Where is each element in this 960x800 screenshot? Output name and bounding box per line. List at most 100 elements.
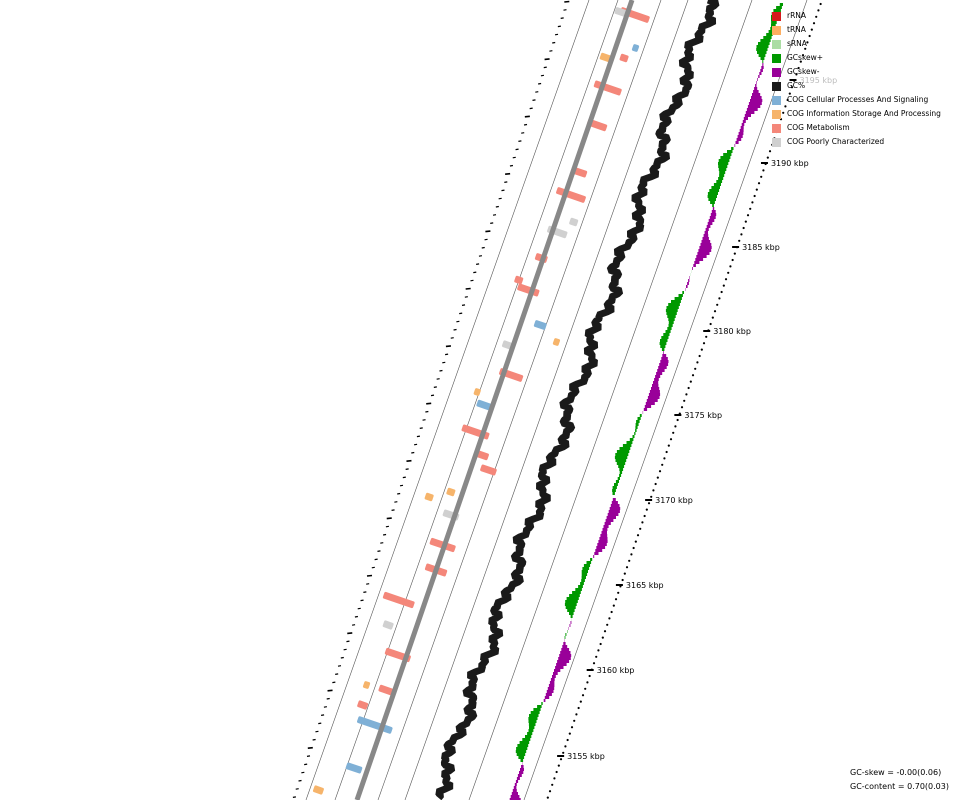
gc-skew-plus-bar — [766, 33, 773, 36]
outer-ruler-dot — [639, 527, 642, 530]
gc-skew-plus-bar — [636, 420, 640, 423]
gc-skew-plus-bar — [612, 489, 616, 492]
legend-label: COG Cellular Processes And Signaling — [787, 95, 929, 104]
outer-ruler-dot — [724, 278, 728, 281]
gc-skew-minus-bar — [609, 507, 621, 510]
gc-skew-plus-bar — [666, 306, 679, 309]
minor-tick — [386, 517, 392, 520]
legend-swatch-icon — [772, 81, 781, 91]
minor-tick — [385, 525, 390, 528]
outer-ruler-dot — [577, 706, 580, 710]
gc-skew-minus-bar — [703, 234, 709, 237]
minor-tick — [563, 9, 567, 11]
outer-ruler-dot — [592, 662, 596, 665]
track-line — [305, 0, 590, 800]
gc-skew-plus-bar — [667, 315, 676, 318]
gc-skew-minus-bar — [553, 672, 558, 675]
track-lines — [305, 0, 808, 800]
gc-skew-plus-bar — [519, 741, 530, 744]
minor-tick — [564, 0, 570, 3]
cog-feature — [345, 762, 363, 774]
gc-skew-minus-bar — [511, 792, 518, 795]
minor-tick — [515, 148, 519, 151]
outer-ruler-dot — [716, 303, 719, 306]
gc-skew-minus-bar — [651, 387, 660, 390]
minor-tick — [535, 91, 539, 93]
outer-ruler-dot — [625, 566, 629, 569]
gc-skew-plus-bar — [629, 438, 634, 441]
outer-ruler-dot — [575, 713, 578, 716]
gc-skew-minus-bar — [752, 93, 761, 96]
minor-tick — [554, 33, 559, 36]
gc-skew-plus-bar — [525, 735, 532, 738]
minor-tick — [394, 501, 398, 503]
outer-ruler-dot — [599, 642, 602, 646]
outer-ruler-dot — [797, 66, 800, 70]
legend-label: sRNA — [787, 39, 807, 48]
cog-feature — [514, 275, 524, 285]
gc-skew-minus-bar — [606, 516, 616, 519]
minor-tick — [521, 132, 525, 134]
gc-skew-plus-bar — [581, 576, 586, 579]
gc-skew-plus-bar — [572, 591, 581, 594]
outer-ruler-dot — [713, 310, 717, 313]
gc-skew-minus-bar — [697, 252, 710, 255]
outer-ruler-dot — [612, 604, 615, 607]
minor-tick — [524, 115, 530, 118]
outer-ruler-dot — [551, 783, 554, 786]
gc-skew-stat: GC-skew = -0.00(0.06) — [850, 768, 942, 777]
outer-ruler-dot — [687, 386, 690, 390]
legend: rRNA tRNA sRNA GCskew+ GCskew- GC% COG Cellula… — [772, 9, 941, 149]
legend-swatch-icon — [772, 67, 781, 77]
minor-tick — [485, 230, 491, 233]
minor-tick — [518, 140, 522, 142]
minor-tick — [402, 476, 406, 479]
gc-skew-minus-bar — [559, 654, 572, 657]
gc-skew-minus-bar — [735, 141, 739, 144]
gc-skew-minus-bar — [610, 504, 620, 507]
minor-tick — [433, 386, 437, 388]
outer-ruler-dot — [603, 630, 607, 633]
cog-feature — [357, 700, 369, 710]
gc-skew-plus-bar — [710, 201, 715, 204]
gc-skew-plus-bar — [731, 147, 734, 150]
gc-skew-plus-bar — [566, 597, 579, 600]
outer-ruler-dot — [601, 636, 604, 639]
gc-skew-minus-bar — [547, 687, 555, 690]
outer-ruler-dot — [678, 412, 681, 415]
minor-tick — [476, 263, 480, 265]
outer-ruler-dot — [566, 738, 569, 742]
legend-swatch-icon — [772, 11, 781, 21]
gc-skew-minus-bar — [711, 210, 716, 213]
minor-tick — [397, 492, 401, 495]
axis-tick-label: 3180 kbp — [713, 327, 751, 336]
gc-skew-minus-bar — [544, 696, 550, 699]
outer-ruler-dot — [720, 290, 723, 294]
gc-skew-plus-bar — [565, 606, 576, 609]
minor-tick — [453, 328, 457, 331]
outer-ruler-dot — [595, 655, 598, 658]
outer-ruler-dot — [573, 719, 576, 722]
outer-ruler-dot — [584, 687, 587, 690]
legend-label: GC% — [787, 81, 806, 90]
position-axis: 3155 kbp 3160 kbp 3165 kbp 3170 kbp 3175 kbp… — [546, 2, 837, 799]
gc-skew-plus-bar — [668, 318, 675, 321]
gc-skew-minus-bar — [510, 795, 520, 798]
minor-tick — [326, 697, 330, 700]
outer-ruler-dot — [665, 450, 668, 454]
track-line — [377, 0, 662, 800]
gc-skew-plus-bar — [580, 582, 584, 585]
outer-ruler-dot — [634, 540, 637, 543]
legend-item: COG Poorly Characterized — [772, 135, 941, 149]
gc-skew-minus-bar — [739, 129, 744, 132]
gc-skew-minus-bar — [748, 102, 762, 105]
minor-tick — [544, 58, 550, 61]
gc-skew-minus-bar — [611, 501, 618, 504]
outer-ruler-dot — [628, 559, 631, 562]
cog-feature — [533, 320, 547, 330]
gc-skew-minus-bar — [761, 66, 764, 69]
outer-ruler-dot — [564, 745, 567, 748]
gc-skew-plus-bar — [707, 192, 718, 195]
gc-skew-minus-bar — [704, 231, 708, 234]
outer-ruler-dot — [546, 796, 549, 799]
